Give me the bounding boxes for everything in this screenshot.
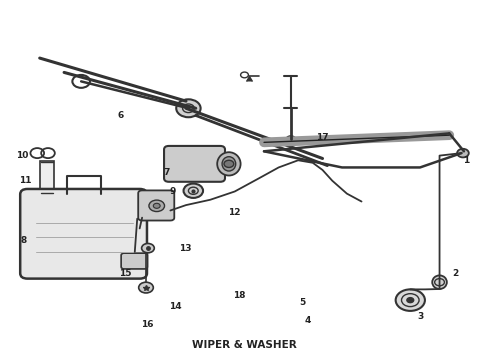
FancyBboxPatch shape xyxy=(121,253,147,269)
FancyBboxPatch shape xyxy=(40,161,54,193)
Text: 14: 14 xyxy=(168,302,181,311)
Ellipse shape xyxy=(431,275,446,289)
FancyBboxPatch shape xyxy=(163,146,224,182)
Text: 12: 12 xyxy=(228,208,241,217)
Circle shape xyxy=(153,203,160,208)
Text: WIPER & WASHER: WIPER & WASHER xyxy=(192,340,296,350)
Text: 2: 2 xyxy=(451,269,457,278)
Text: 18: 18 xyxy=(233,291,245,300)
Text: 10: 10 xyxy=(17,151,29,160)
Text: 5: 5 xyxy=(298,298,305,307)
Text: 17: 17 xyxy=(316,133,328,142)
Text: 15: 15 xyxy=(119,269,131,278)
Text: 4: 4 xyxy=(304,316,310,325)
Text: 3: 3 xyxy=(416,312,422,321)
Text: 1: 1 xyxy=(462,156,468,165)
Text: 6: 6 xyxy=(117,111,123,120)
Circle shape xyxy=(183,184,203,198)
Circle shape xyxy=(285,136,295,143)
FancyBboxPatch shape xyxy=(20,189,147,279)
Text: 16: 16 xyxy=(141,320,153,329)
Text: 8: 8 xyxy=(21,236,27,245)
Circle shape xyxy=(406,298,413,303)
Text: 13: 13 xyxy=(179,244,191,253)
FancyBboxPatch shape xyxy=(138,190,174,221)
Circle shape xyxy=(395,289,424,311)
Text: 7: 7 xyxy=(163,168,169,177)
Circle shape xyxy=(456,149,468,157)
Text: 11: 11 xyxy=(19,176,31,185)
Circle shape xyxy=(176,99,200,117)
Ellipse shape xyxy=(217,152,240,176)
Circle shape xyxy=(139,282,153,293)
Circle shape xyxy=(142,243,154,253)
Circle shape xyxy=(224,160,233,167)
Ellipse shape xyxy=(222,157,235,171)
Circle shape xyxy=(149,200,164,212)
Text: 9: 9 xyxy=(169,187,176,196)
